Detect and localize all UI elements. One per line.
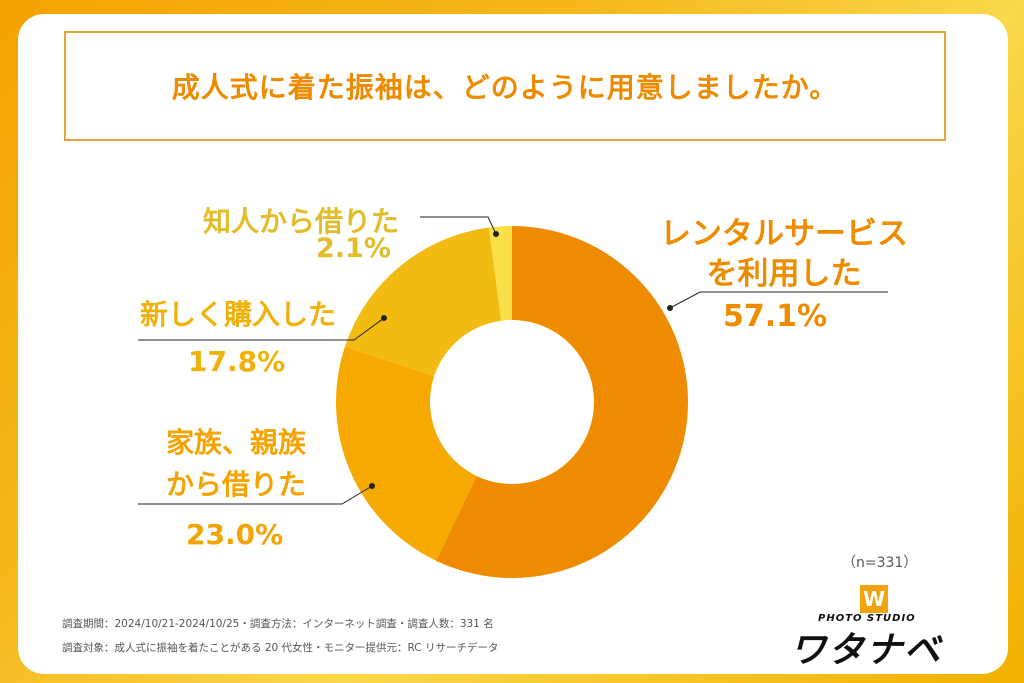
logo-subtitle: PHOTO STUDIO [818,613,916,624]
leader-family-dot [369,483,375,489]
footer-survey-target: 調査対象：成人式に振袖を着たことがある 20 代女性・モニター提供元：RC リサ… [62,642,499,654]
value-label-family: 23.0% [186,518,284,551]
logo-wordmark: ワタナベ [790,630,943,671]
label-rental-line2: を利用した [706,256,862,292]
slice-buy [344,227,502,377]
label-family: 家族、親族 から借りた [166,422,306,506]
label-family-line1: 家族、親族 [166,426,307,459]
value-label-buy: 17.8% [188,345,286,378]
value-label-acquaintance: 2.1% [316,233,391,264]
leader-family [138,485,373,505]
label-acquaintance: 知人から借りた [203,205,400,238]
chart-title: 成人式に着た振袖は、どのように用意しましたか。 [171,71,839,104]
studio-logo: W PHOTO STUDIO ワタナベ [782,583,952,671]
label-buy: 新しく購入した [140,298,337,331]
leader-buy-dot [381,315,387,321]
slice-rental [436,226,689,579]
title-box: 成人式に着た振袖は、どのように用意しましたか。 [64,31,946,141]
leader-buy [138,317,385,341]
leader-acquaintance [420,216,497,235]
logo-w-icon: W [860,585,888,613]
slice-acquaintance [488,226,512,321]
value-label-rental: 57.1% [722,299,828,334]
leader-rental-dot [667,305,673,311]
sample-size: （n=331） [842,555,918,571]
slice-family [336,346,477,561]
label-rental-line1: レンタルサービス [660,216,908,252]
leader-acquaintance-dot [493,231,499,237]
footer-survey-period: 調査期間：2024/10/21-2024/10/25・調査方法：インターネット調… [62,618,494,630]
label-rental: レンタルサービス を利用した [654,214,914,294]
label-family-line2: から借りた [166,468,307,501]
leader-rental [669,291,888,309]
